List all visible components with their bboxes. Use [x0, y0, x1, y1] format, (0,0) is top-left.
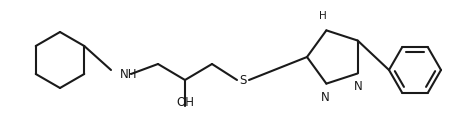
Text: N: N	[321, 91, 330, 104]
Text: OH: OH	[176, 96, 194, 109]
Text: H: H	[320, 11, 327, 21]
Text: NH: NH	[120, 67, 137, 81]
Text: N: N	[354, 81, 363, 93]
Text: S: S	[240, 74, 247, 86]
